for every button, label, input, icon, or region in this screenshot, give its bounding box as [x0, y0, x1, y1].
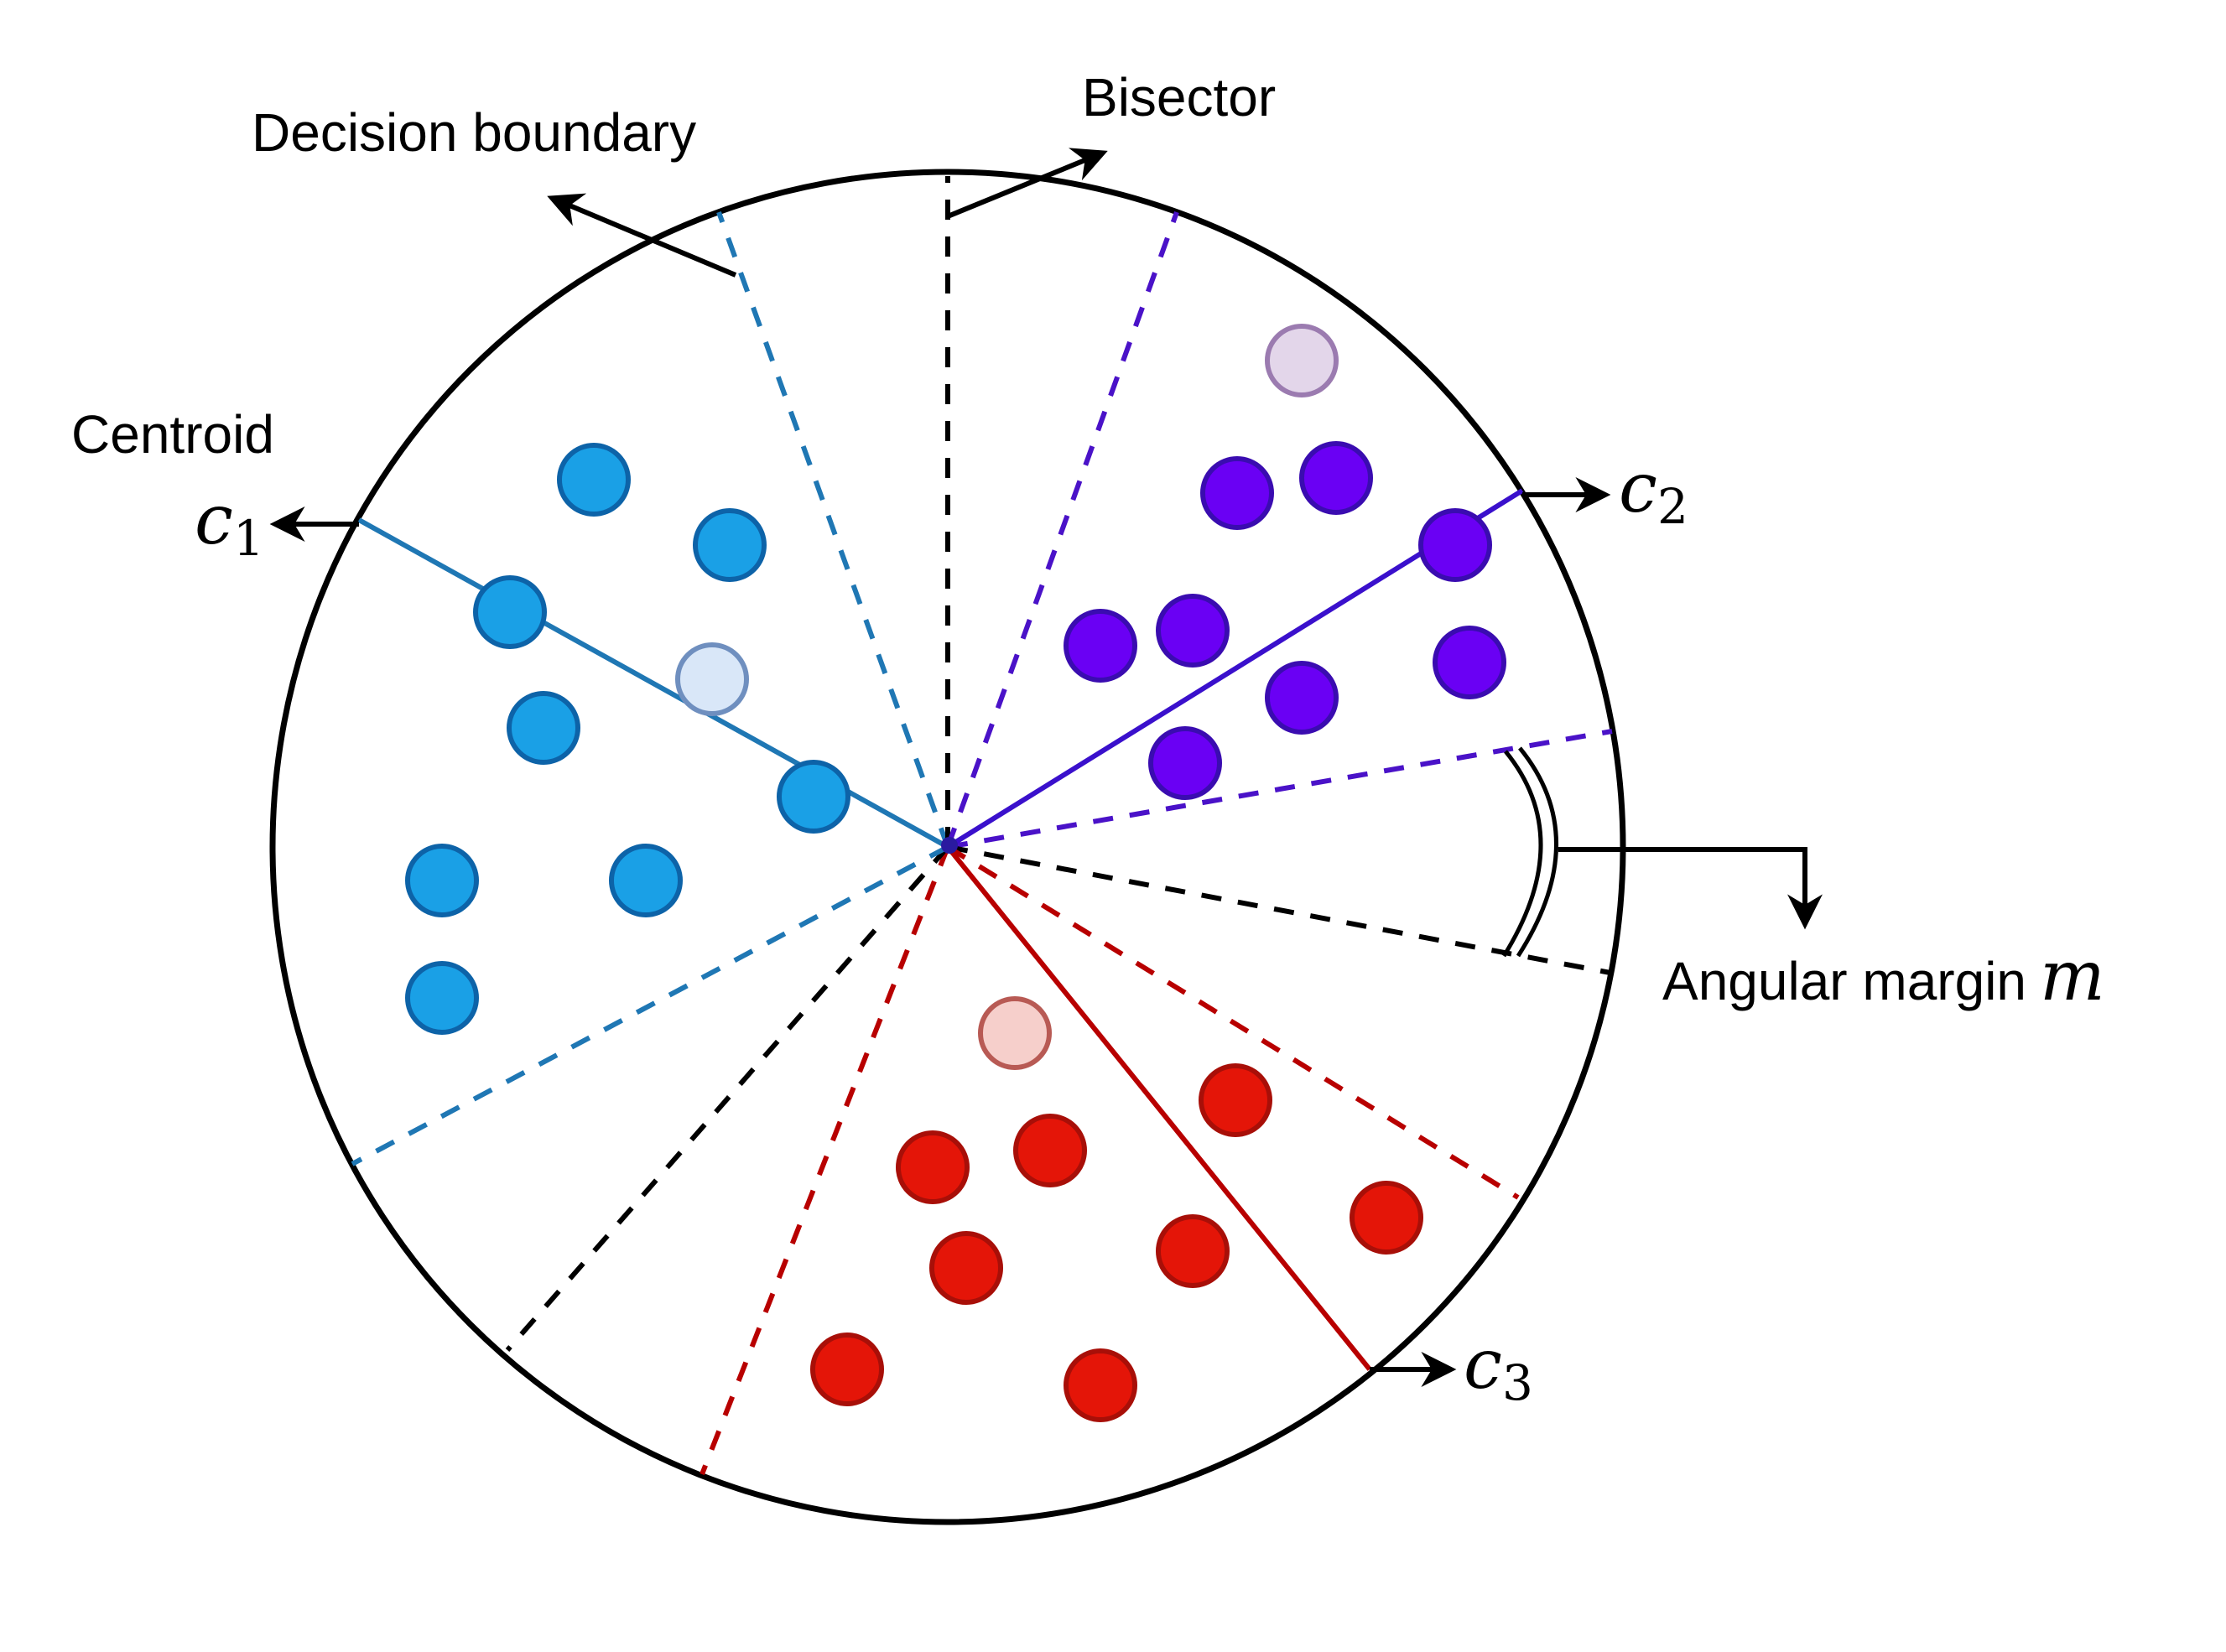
point — [810, 1333, 884, 1406]
point — [1200, 456, 1274, 530]
bisector-c1c3 — [505, 845, 950, 1352]
angular-margin-arc — [1501, 746, 1558, 958]
point-faded — [675, 642, 749, 716]
point-faded — [1265, 324, 1339, 397]
class3-points — [810, 996, 1423, 1422]
point — [1013, 1114, 1087, 1187]
decision-boundary-c2c3 — [947, 729, 1613, 849]
ray-c3 — [945, 845, 1372, 1371]
point — [1265, 661, 1339, 735]
c3-symbol: c — [1464, 1325, 1502, 1405]
origin-point — [941, 837, 958, 854]
point — [1350, 1181, 1423, 1255]
c1-symbol: c — [195, 481, 233, 560]
centroid-c2-label: c2 — [1619, 449, 1688, 535]
point — [609, 844, 683, 917]
bisector-arrow — [945, 148, 1108, 220]
dashed-lines — [351, 176, 1613, 1476]
point — [405, 844, 479, 917]
bisector-c2c3 — [947, 844, 1611, 975]
decision-boundary-arrow — [547, 193, 737, 278]
point — [507, 691, 580, 765]
point — [693, 508, 767, 582]
point — [1199, 1063, 1272, 1137]
decision-boundary-c3c2 — [946, 844, 1520, 1200]
bisector-label: Bisector — [1082, 67, 1276, 127]
decision-boundary-c3c1 — [700, 845, 950, 1476]
point — [1299, 441, 1373, 515]
decision-boundary-c2c1 — [945, 210, 1179, 849]
point — [1148, 726, 1222, 800]
point — [557, 443, 631, 517]
centroid-label: Centroid — [71, 404, 274, 465]
decision-boundary-label: Decision boundary — [252, 102, 696, 163]
angular-margin-arrow — [1558, 847, 1823, 930]
class1-points — [405, 443, 850, 1035]
point — [1418, 508, 1492, 582]
c2-symbol: c — [1619, 449, 1657, 528]
point — [896, 1130, 970, 1204]
decision-boundary-c1c3 — [351, 844, 949, 1166]
angular-margin-text: Angular margin — [1662, 951, 2026, 1011]
point — [929, 1231, 1003, 1305]
point — [1064, 609, 1137, 683]
point — [405, 961, 479, 1035]
centroid-c3-label: c3 — [1464, 1325, 1533, 1411]
angular-margin-label: Angular margin m — [1662, 937, 2105, 1016]
c3-subscript: 3 — [1502, 1354, 1533, 1411]
point — [473, 575, 547, 649]
centroid-c1-label: c1 — [195, 481, 264, 567]
point — [1156, 594, 1230, 668]
point — [1064, 1348, 1137, 1422]
point — [1156, 1214, 1230, 1288]
ray-c1 — [357, 517, 949, 849]
point — [777, 760, 850, 834]
class2-points — [1064, 324, 1506, 800]
c2-subscript: 2 — [1657, 478, 1688, 535]
decision-boundary-c1c2 — [716, 210, 950, 849]
point — [1433, 626, 1506, 699]
annotation-arrows — [269, 148, 1823, 1387]
point-faded — [978, 996, 1052, 1070]
c1-subscript: 1 — [233, 510, 264, 567]
margin-symbol: m — [2040, 937, 2105, 1016]
